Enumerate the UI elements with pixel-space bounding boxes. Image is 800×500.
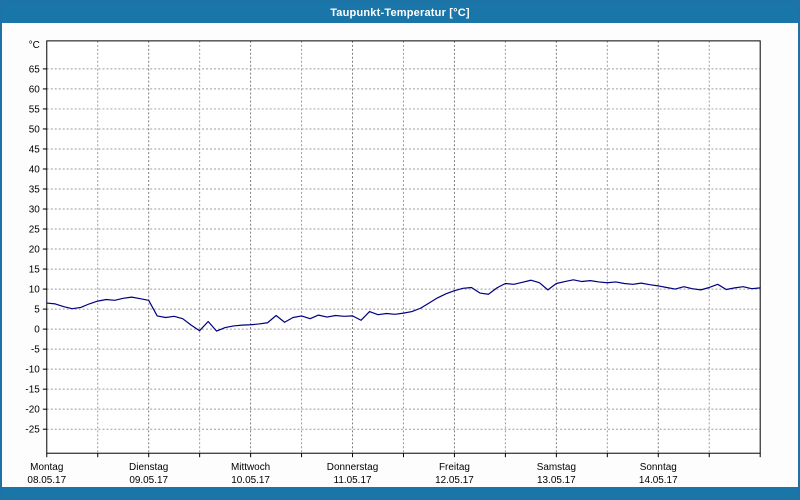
gridlines — [46, 40, 761, 454]
y-tick-label: 30 — [29, 205, 41, 216]
x-day-label: Donnerstag — [327, 462, 378, 473]
x-date-label: 11.05.17 — [334, 475, 372, 486]
y-tick-label: 55 — [29, 104, 41, 115]
y-axis-unit: °C — [29, 40, 40, 51]
y-tick-label: 0 — [34, 325, 40, 336]
bottombar — [2, 487, 798, 498]
x-date-label: 10.05.17 — [231, 475, 270, 486]
y-tick-label: 45 — [29, 144, 41, 155]
y-tick-label: 50 — [29, 124, 41, 135]
x-day-label: Freitag — [439, 462, 470, 473]
x-date-label: 09.05.17 — [129, 475, 168, 486]
titlebar: Taupunkt-Temperatur [°C] — [2, 2, 798, 23]
y-tick-label: 40 — [29, 164, 41, 175]
y-tick-label: 35 — [29, 184, 41, 195]
y-tick-label: 10 — [29, 285, 41, 296]
y-tick-label: 25 — [29, 225, 41, 236]
x-date-label: 12.05.17 — [435, 475, 474, 486]
y-tick-label: -10 — [25, 365, 40, 376]
dewpoint-line — [46, 279, 761, 332]
y-tick-label: 65 — [29, 64, 41, 75]
x-day-label: Samstag — [537, 462, 576, 473]
x-axis-labels: Montag 08.05.17 Dienstag 09.05.17 Mittwoch 10… — [27, 462, 678, 486]
x-day-label: Mittwoch — [231, 462, 270, 473]
y-axis-labels: °C65605550454035302520151050-5-10-15-20-… — [25, 40, 40, 436]
y-tick-label: 60 — [29, 84, 41, 95]
y-tick-label: -20 — [25, 405, 40, 416]
plot-border — [46, 40, 761, 454]
chart-area: °C 65 60 55 50 45 40 35 30 25 20 15 10 5 0 -5 -10 -15 -20-… — [2, 23, 798, 487]
dewpoint-chart: °C65605550454035302520151050-5-10-15-20-… — [25, 40, 761, 486]
window-title: Taupunkt-Temperatur [°C] — [330, 6, 470, 19]
x-date-label: 08.05.17 — [27, 475, 66, 486]
y-tick-label: -25 — [25, 425, 40, 436]
y-tick-label: -5 — [31, 345, 40, 356]
x-day-label: Sonntag — [640, 462, 677, 473]
axis-ticks — [42, 68, 761, 458]
y-tick-label: 5 — [34, 305, 40, 316]
y-tick-label: -15 — [25, 385, 40, 396]
x-day-label: Dienstag — [129, 462, 168, 473]
x-date-label: 13.05.17 — [537, 475, 576, 486]
y-tick-label: 15 — [29, 265, 41, 276]
x-date-label: 14.05.17 — [639, 475, 678, 486]
y-tick-label: 20 — [29, 245, 41, 256]
x-day-label: Montag — [30, 462, 63, 473]
